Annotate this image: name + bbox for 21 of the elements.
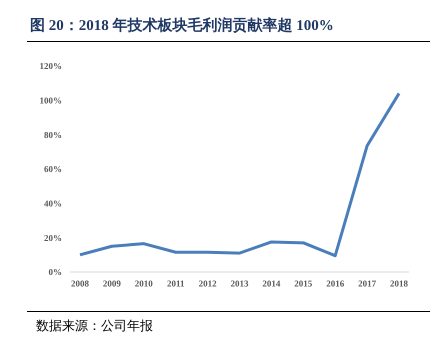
y-tick-label: 40% [44,198,62,209]
y-tick-label: 120% [40,61,62,72]
y-tick-label: 60% [44,164,62,174]
x-tick-label: 2016 [326,278,345,288]
x-tick-label: 2011 [166,278,185,288]
chart-title: 图 20：2018 年技术板块毛利润贡献率超 100% [30,16,334,35]
line-series [78,92,400,258]
x-tick-label: 2017 [358,278,377,288]
x-tick-label: 2014 [262,278,281,288]
x-tick-label: 2009 [102,278,122,288]
y-tick-label: 100% [40,96,62,106]
x-tick-label: 2018 [390,278,408,288]
source-note: 数据来源：公司年报 [36,318,153,335]
y-tick-label: 0% [48,267,62,278]
x-tick-label: 2013 [230,278,249,288]
x-tick-label: 2008 [71,278,90,288]
x-tick-label: 2010 [134,278,154,288]
x-tick-label: 2015 [294,278,313,288]
y-tick-label: 80% [44,130,62,140]
x-tick-label: 2012 [198,278,218,288]
y-tick-label: 20% [44,232,62,243]
